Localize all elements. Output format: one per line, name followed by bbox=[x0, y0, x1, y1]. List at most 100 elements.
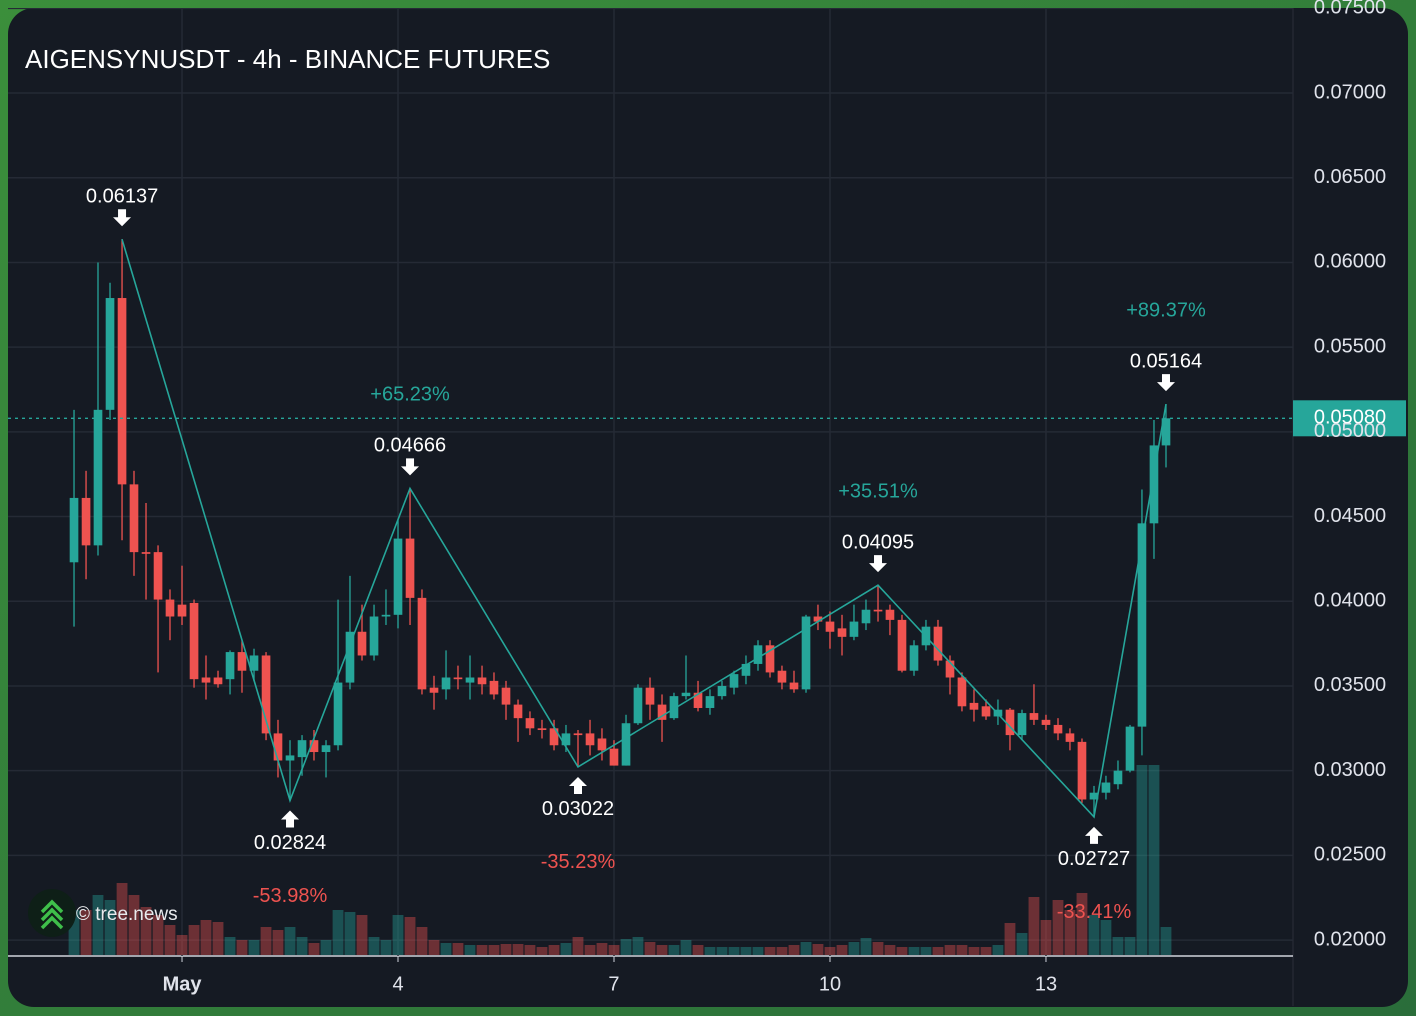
candle-body bbox=[1089, 792, 1099, 800]
candle-body bbox=[741, 663, 751, 676]
pivot-label: 0.05164 bbox=[1130, 350, 1202, 372]
volume-bar bbox=[260, 927, 272, 955]
volume-bar bbox=[656, 945, 668, 955]
candle-body bbox=[513, 704, 523, 719]
volume-bar bbox=[608, 945, 620, 955]
candle-body bbox=[309, 740, 319, 753]
volume-bar bbox=[1076, 893, 1088, 955]
candle-body bbox=[1125, 726, 1135, 771]
volume-bar bbox=[368, 937, 380, 955]
candle-body bbox=[969, 702, 979, 710]
volume-bar bbox=[392, 915, 404, 955]
volume-bar bbox=[1088, 915, 1100, 955]
candle-body bbox=[333, 682, 343, 746]
volume-bar bbox=[212, 922, 224, 955]
volume-bar bbox=[1064, 910, 1076, 955]
swing-label: -53.98% bbox=[253, 885, 328, 907]
volume-bar bbox=[152, 915, 164, 955]
candle-body bbox=[537, 728, 547, 731]
candle-body bbox=[477, 677, 487, 685]
zigzag-line bbox=[121, 238, 1167, 819]
pivot-label: 0.02727 bbox=[1058, 848, 1130, 870]
candle-body bbox=[285, 755, 295, 761]
candle-body bbox=[1065, 733, 1075, 742]
y-tick-label: 0.06500 bbox=[1314, 166, 1386, 188]
pivot-arrow bbox=[1085, 826, 1104, 844]
volume-bar bbox=[620, 939, 632, 955]
y-tick-label: 0.03000 bbox=[1314, 759, 1386, 781]
grid bbox=[8, 8, 1293, 956]
volume-bar bbox=[596, 943, 608, 955]
candle-body bbox=[441, 677, 451, 690]
volume-bar bbox=[164, 925, 176, 955]
candle-body bbox=[861, 609, 871, 624]
volume-bar bbox=[1028, 897, 1040, 955]
candle-body bbox=[597, 738, 607, 751]
candle-body bbox=[1101, 782, 1111, 793]
candle-body bbox=[1029, 713, 1039, 720]
x-tick-label: 10 bbox=[819, 973, 841, 995]
candle-body bbox=[321, 745, 331, 753]
panel bbox=[8, 8, 1408, 1007]
axes: 0.02000 0.02500 0.03000 0.03500 0.04000 0.045… bbox=[163, 0, 1387, 995]
candle-body bbox=[249, 655, 259, 671]
volume-bar bbox=[992, 945, 1004, 955]
volume-bar bbox=[896, 947, 908, 955]
volume-bar bbox=[92, 895, 104, 955]
candle-body bbox=[201, 677, 211, 683]
pivot-arrow bbox=[401, 458, 420, 476]
candle-body bbox=[621, 723, 631, 766]
volume-bar bbox=[500, 944, 512, 955]
candle-body bbox=[573, 733, 583, 736]
volume-bar bbox=[788, 945, 800, 955]
candle-body bbox=[213, 677, 223, 685]
volume-bar bbox=[752, 947, 764, 955]
y-tick-label: 0.02500 bbox=[1314, 844, 1386, 866]
y-tick-label: 0.02000 bbox=[1314, 928, 1386, 950]
volume-bar bbox=[308, 943, 320, 955]
candle-body bbox=[525, 718, 535, 729]
candle-body bbox=[585, 733, 595, 746]
candle-body bbox=[897, 619, 907, 671]
y-tick-label: 0.05000 bbox=[1314, 420, 1386, 442]
candle-body bbox=[369, 616, 379, 656]
pivot-label: 0.02824 bbox=[254, 832, 326, 854]
volume-bar bbox=[488, 945, 500, 955]
volume-bar bbox=[956, 945, 968, 955]
candle-body bbox=[381, 614, 391, 617]
volume-bar bbox=[560, 943, 572, 955]
pivot-arrow bbox=[281, 810, 300, 828]
candle-body bbox=[681, 692, 691, 697]
candle-body bbox=[117, 298, 127, 485]
volume-bar bbox=[740, 947, 752, 955]
candle-body bbox=[141, 552, 151, 554]
candle-body bbox=[825, 621, 835, 632]
volume-bar bbox=[1136, 765, 1148, 955]
volume-bar bbox=[836, 945, 848, 955]
volume-bar bbox=[128, 895, 140, 955]
volume-bar bbox=[572, 937, 584, 955]
volume-bar bbox=[236, 940, 248, 955]
x-tick-label: May bbox=[163, 973, 203, 995]
candle-body bbox=[393, 538, 403, 615]
volume-bar bbox=[464, 945, 476, 955]
volume-bar bbox=[512, 944, 524, 955]
volume-bar bbox=[812, 944, 824, 955]
last-price-label: 0.05080 bbox=[1314, 407, 1386, 429]
volume-bar bbox=[80, 910, 92, 955]
y-tick-label: 0.05500 bbox=[1314, 335, 1386, 357]
volume-bar bbox=[176, 935, 188, 955]
candle-body bbox=[429, 687, 439, 693]
candle-body bbox=[405, 538, 415, 598]
swing-label: +35.51% bbox=[838, 480, 918, 502]
volume-bar bbox=[296, 937, 308, 955]
volume-bar bbox=[284, 927, 296, 955]
candle-body bbox=[801, 616, 811, 690]
volume-bar bbox=[188, 925, 200, 955]
volume-bar bbox=[824, 947, 836, 955]
volume-bar bbox=[872, 942, 884, 955]
volume-bar bbox=[704, 947, 716, 955]
volume-bar bbox=[800, 942, 812, 955]
x-tick-label: 13 bbox=[1035, 973, 1057, 995]
watermark: © tree.news bbox=[76, 904, 178, 925]
